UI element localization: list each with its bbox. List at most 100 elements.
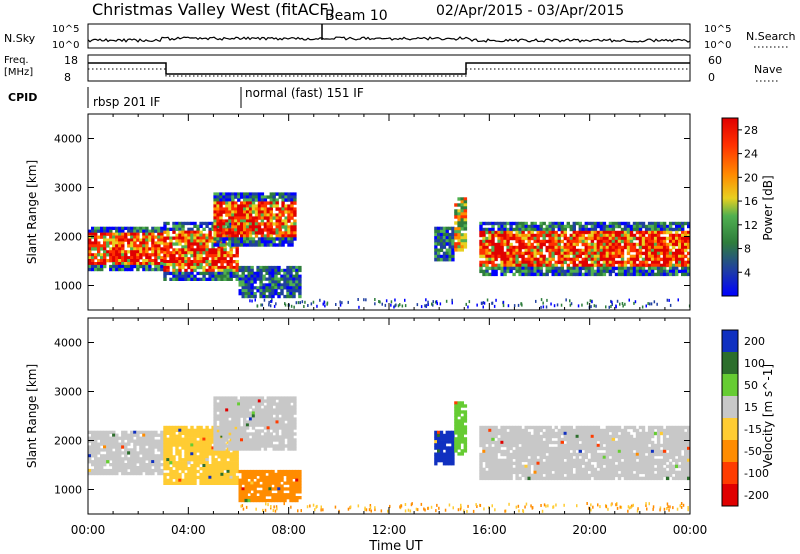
velocity-cell	[219, 438, 223, 442]
velocity-cell	[497, 431, 501, 436]
velocity-cell	[216, 441, 220, 445]
velocity-cell	[271, 475, 275, 479]
velocity-cell	[169, 481, 173, 485]
velocity-cell	[554, 461, 558, 466]
power-ground-point	[339, 303, 342, 307]
power-cell	[94, 264, 98, 269]
velocity-cell	[293, 447, 297, 451]
velocity-cell	[148, 466, 152, 470]
velocity-cell	[491, 473, 495, 478]
velocity-cell	[463, 410, 468, 414]
power-cell	[202, 251, 206, 255]
velocity-cell	[166, 446, 170, 450]
velocity-cell	[251, 447, 256, 451]
velocity-cell	[548, 425, 552, 430]
velocity-cell	[172, 443, 176, 447]
power-cell	[223, 257, 227, 261]
velocity-cell	[274, 475, 278, 479]
power-cell	[551, 233, 555, 238]
power-cell	[527, 266, 531, 271]
power-cell	[488, 227, 492, 232]
power-cell	[287, 210, 291, 214]
power-cell	[225, 207, 229, 211]
power-cell	[515, 266, 519, 271]
velocity-cell	[265, 498, 269, 503]
velocity-cell	[457, 446, 461, 450]
power-cell	[593, 248, 598, 253]
velocity-cell	[551, 431, 555, 436]
power-cell	[572, 242, 576, 247]
power-cell	[208, 277, 212, 281]
velocity-cell	[229, 458, 233, 462]
power-cell	[678, 269, 682, 274]
power-cell	[463, 239, 468, 243]
power-cell	[284, 192, 288, 196]
velocity-cell	[243, 402, 247, 406]
power-cell	[214, 260, 218, 264]
power-cell	[289, 283, 293, 287]
power-cell	[121, 253, 125, 257]
power-cell	[213, 225, 217, 229]
power-cell	[216, 204, 220, 208]
power-cell	[451, 236, 455, 240]
velocity-cell	[284, 411, 288, 415]
velocity-cell	[127, 439, 131, 443]
velocity-cell	[112, 466, 116, 470]
velocity-cell	[506, 440, 510, 445]
velocity-cell	[566, 425, 570, 430]
velocity-cell	[181, 478, 185, 482]
velocity-cell	[244, 472, 248, 477]
velocity-cell	[518, 446, 522, 451]
power-cell	[437, 248, 441, 252]
velocity-cell	[533, 434, 537, 439]
power-cell	[266, 210, 270, 214]
power-cell	[234, 213, 238, 217]
velocity-cell	[100, 448, 104, 452]
power-cell	[175, 274, 179, 278]
power-cell	[228, 192, 232, 196]
power-cell	[611, 269, 616, 274]
velocity-cell	[130, 471, 134, 476]
power-cell	[554, 230, 558, 235]
velocity-cell	[457, 425, 461, 429]
velocity-cell	[130, 430, 134, 434]
power-cell	[542, 272, 546, 277]
power-cell	[617, 230, 622, 235]
velocity-cell	[202, 469, 206, 474]
power-cell	[665, 230, 670, 235]
velocity-cell	[217, 452, 221, 456]
power-cell	[485, 230, 489, 235]
velocity-cell	[130, 454, 134, 458]
power-cell	[578, 236, 582, 241]
velocity-cell	[190, 431, 194, 435]
velocity-cell	[184, 458, 188, 462]
power-cell	[681, 221, 685, 226]
power-cell	[241, 286, 245, 290]
velocity-cell	[575, 476, 579, 481]
power-cell	[213, 207, 217, 211]
velocity-cell	[245, 447, 250, 451]
power-cell	[157, 262, 161, 266]
power-cell	[109, 253, 113, 257]
velocity-cell	[248, 420, 253, 424]
power-cell	[219, 237, 223, 241]
power-cell	[650, 239, 655, 244]
power-cell	[611, 242, 616, 247]
power-cell	[115, 264, 119, 269]
power-cell	[208, 274, 212, 278]
velocity-cell	[225, 411, 229, 415]
power-cell	[234, 201, 238, 205]
velocity-cell	[205, 446, 209, 450]
velocity-cell	[445, 433, 449, 438]
power-cell	[644, 251, 649, 256]
power-cell	[216, 222, 220, 226]
power-cell	[193, 274, 197, 278]
velocity-cell	[216, 447, 220, 451]
power-cell	[274, 277, 278, 281]
velocity-cell	[208, 440, 212, 444]
velocity-cell	[278, 405, 282, 409]
power-cell	[231, 198, 235, 202]
power-cell	[213, 243, 217, 247]
power-cell	[148, 235, 152, 239]
power-cell	[656, 260, 661, 265]
